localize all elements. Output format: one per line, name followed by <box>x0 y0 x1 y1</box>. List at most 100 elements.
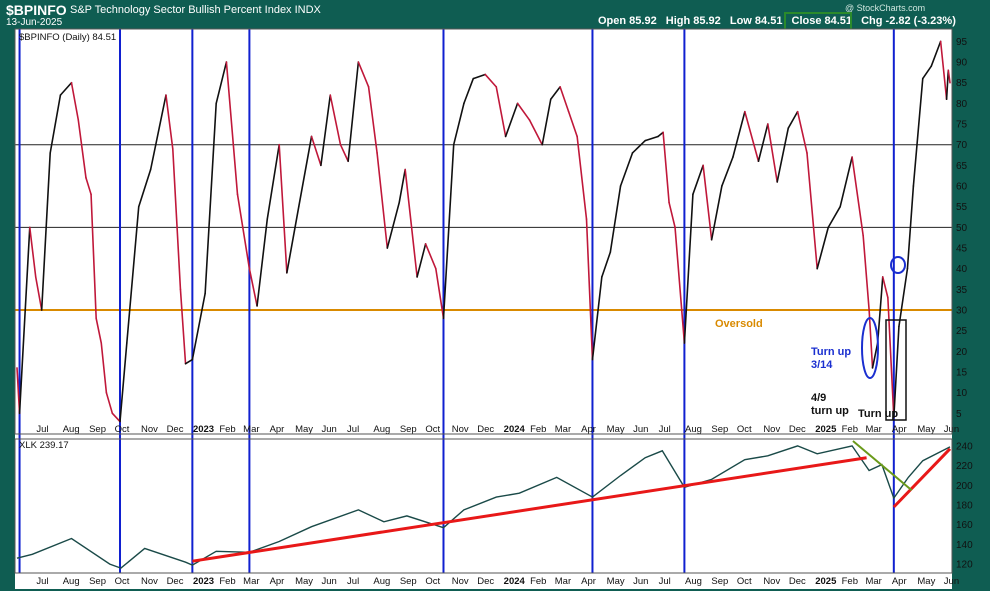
bpinfo-segment <box>171 148 182 291</box>
upper-xtick-label: Jul <box>347 424 359 435</box>
upper-ytick-label: 60 <box>956 182 968 193</box>
bpinfo-segment <box>191 292 206 361</box>
bpinfo-segment <box>256 218 269 307</box>
upper-ytick-label: 80 <box>956 99 968 110</box>
bpinfo-segment <box>668 201 676 229</box>
upper-xtick-label: Dec <box>167 424 184 435</box>
upper-xtick-label: 2024 <box>504 424 526 435</box>
change-value: Chg -2.82 (-3.23%) <box>861 15 956 27</box>
upper-ytick-label: 45 <box>956 244 968 255</box>
support-trendline <box>892 447 952 509</box>
bpinfo-segment <box>310 135 322 167</box>
bpinfo-segment <box>297 135 313 208</box>
lower-xtick-label: Sep <box>89 576 106 587</box>
upper-xtick-label: Nov <box>763 424 780 435</box>
bpinfo-segment <box>95 317 103 344</box>
upper-xtick-label: Jul <box>36 424 48 435</box>
upper-panel <box>15 29 952 434</box>
upper-xtick-label: Dec <box>477 424 494 435</box>
bpinfo-segment <box>721 156 734 187</box>
upper-xtick-label: Feb <box>219 424 235 435</box>
open-value: Open 85.92 <box>598 15 657 27</box>
lower-xtick-label: Mar <box>555 576 571 587</box>
bpinfo-segment <box>70 81 80 121</box>
bpinfo-segment <box>77 119 87 179</box>
bpinfo-segment <box>816 226 830 270</box>
lower-panel <box>15 439 952 573</box>
bpinfo-segment <box>28 226 37 278</box>
bpinfo-segment <box>528 119 544 146</box>
lower-ytick-label: 160 <box>956 520 973 531</box>
lower-xtick-label: Dec <box>477 576 494 587</box>
bpinfo-segment <box>85 176 92 196</box>
upper-legend: $BPINFO (Daily) 84.51 <box>19 32 116 43</box>
bpinfo-segment <box>347 61 360 163</box>
bpinfo-segment <box>767 123 778 183</box>
bpinfo-segment <box>776 127 790 183</box>
upper-ytick-label: 5 <box>956 409 962 420</box>
bpinfo-segment <box>871 342 879 369</box>
lower-xtick-label: Feb <box>219 576 235 587</box>
bpinfo-segment <box>898 267 909 328</box>
bpinfo-segment <box>893 325 900 419</box>
upper-xtick-label: Feb <box>842 424 858 435</box>
bpinfo-segment <box>40 152 51 311</box>
upper-xtick-label: Jul <box>659 424 671 435</box>
bpinfo-segment <box>796 110 808 154</box>
bpinfo-segment <box>149 94 167 171</box>
lower-xtick-label: Apr <box>270 576 285 587</box>
upper-xtick-label: 2025 <box>815 424 837 435</box>
upper-xtick-label: Aug <box>63 424 80 435</box>
bpinfo-segment <box>386 201 401 249</box>
bpinfo-segment <box>119 342 128 423</box>
low-value: Low 84.51 <box>729 15 783 27</box>
bpinfo-segment <box>339 143 349 163</box>
upper-ytick-label: 35 <box>956 285 968 296</box>
lower-xtick-label: Aug <box>373 576 390 587</box>
symbol-title: $BPINFO <box>6 2 67 18</box>
lower-xtick-label: Oct <box>737 576 752 587</box>
bpinfo-segment <box>90 193 97 320</box>
bpinfo-segment <box>100 342 108 394</box>
lower-xtick-label: May <box>607 576 625 587</box>
bpinfo-segment <box>435 267 445 320</box>
lower-xtick-label: 2024 <box>504 576 526 587</box>
annotation-turnup-box: Turn up <box>858 408 898 420</box>
upper-xtick-label: Apr <box>270 424 285 435</box>
upper-xtick-label: Apr <box>581 424 596 435</box>
bpinfo-segment <box>329 94 342 146</box>
bpinfo-segment <box>504 102 519 138</box>
annotation-date-3-14: 3/14 <box>811 359 833 371</box>
marker-ellipse-apr <box>890 256 906 274</box>
bpinfo-segment <box>367 86 378 154</box>
upper-xtick-label: Aug <box>685 424 702 435</box>
upper-ytick-label: 85 <box>956 78 968 89</box>
lower-xtick-label: 2025 <box>815 576 837 587</box>
bpinfo-segment <box>939 40 948 101</box>
lower-xtick-label: Jul <box>347 576 359 587</box>
bpinfo-segment <box>416 243 427 278</box>
upper-ytick-label: 15 <box>956 368 968 379</box>
bpinfo-segment <box>442 143 455 320</box>
upper-ytick-label: 65 <box>956 161 968 172</box>
upper-ytick-label: 90 <box>956 58 968 69</box>
bpinfo-segment <box>601 251 612 278</box>
bpinfo-segment <box>683 193 694 344</box>
bpinfo-segment <box>619 152 634 187</box>
lower-xtick-label: Nov <box>763 576 780 587</box>
upper-ytick-label: 25 <box>956 326 968 337</box>
bpinfo-segment <box>757 123 769 163</box>
upper-xtick-label: Jun <box>944 424 959 435</box>
lower-xtick-label: Mar <box>865 576 881 587</box>
bpinfo-segment <box>657 131 664 138</box>
lower-ytick-label: 200 <box>956 481 973 492</box>
lower-xtick-label: May <box>917 576 935 587</box>
lower-xtick-label: May <box>295 576 313 587</box>
bpinfo-segment <box>236 193 251 270</box>
bpinfo-segment <box>732 110 746 158</box>
bpinfo-segment <box>644 135 659 142</box>
lower-xtick-label: 2023 <box>193 576 214 587</box>
upper-xtick-label: May <box>295 424 313 435</box>
